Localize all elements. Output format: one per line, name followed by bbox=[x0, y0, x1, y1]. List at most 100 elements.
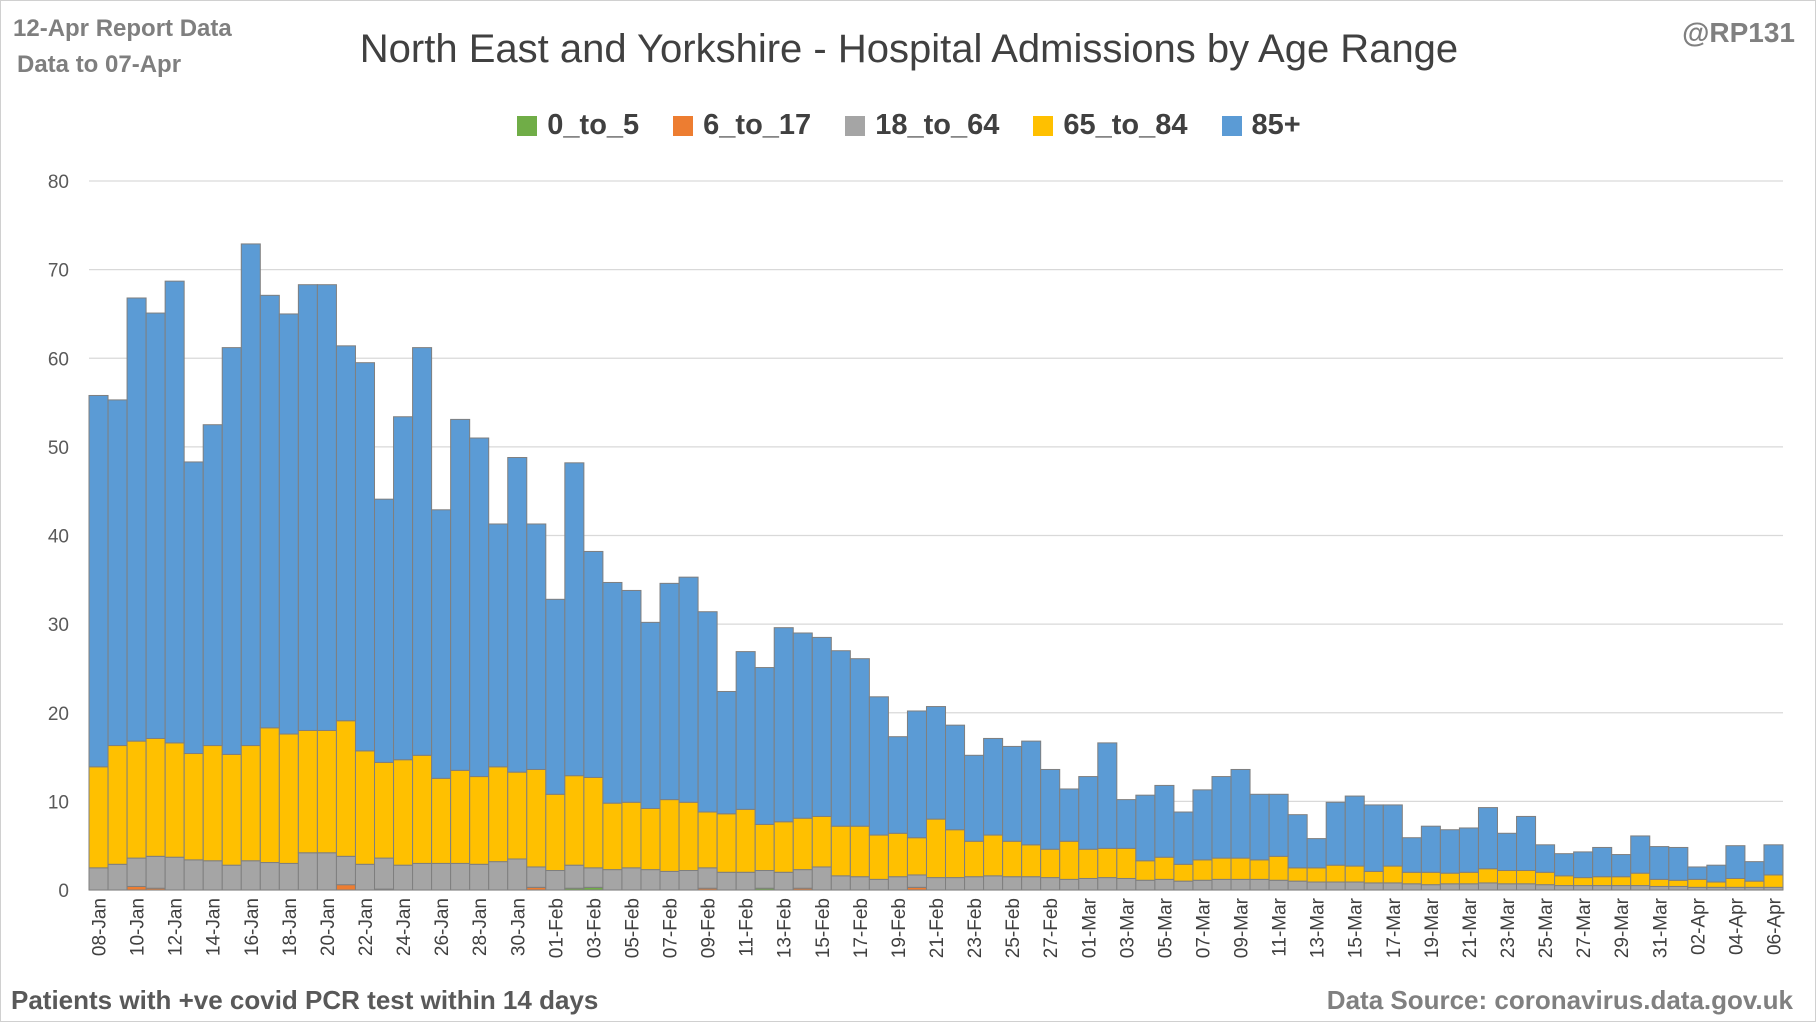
bar-segment-65-to-84 bbox=[716, 813, 737, 873]
bar-segment-85-plus bbox=[1078, 776, 1099, 850]
x-tick-label: 24-Jan bbox=[394, 898, 415, 956]
legend-item-0-to-5: 0_to_5 bbox=[517, 109, 639, 142]
x-tick-label: 30-Jan bbox=[508, 898, 529, 956]
x-tick-label: 14-Jan bbox=[204, 898, 225, 956]
bar-segment-85-plus bbox=[1192, 789, 1213, 861]
bar-segment-18-to-64 bbox=[1401, 883, 1422, 891]
bar-segment-65-to-84 bbox=[1668, 879, 1689, 887]
bar-segment-85-plus bbox=[1325, 801, 1346, 866]
bar-segment-65-to-84 bbox=[1344, 865, 1365, 883]
bar-segment-18-to-64 bbox=[1306, 881, 1327, 891]
bar-segment-65-to-84 bbox=[126, 740, 147, 859]
bar-segment-65-to-84 bbox=[887, 832, 908, 878]
bar-segment-85-plus bbox=[983, 737, 1004, 836]
x-tick-label: 13-Mar bbox=[1308, 897, 1329, 958]
bar-segment-65-to-84 bbox=[1078, 848, 1099, 879]
bar-segment-18-to-64 bbox=[316, 852, 337, 891]
bar-segment-85-plus bbox=[964, 754, 985, 842]
x-tick-label: 25-Mar bbox=[1536, 897, 1557, 958]
bar-segment-18-to-64 bbox=[335, 855, 356, 886]
bar-segment-18-to-64 bbox=[526, 866, 547, 888]
bar-segment-65-to-84 bbox=[697, 811, 718, 869]
x-tick-label: 07-Feb bbox=[661, 898, 682, 958]
x-tick-label: 23-Feb bbox=[965, 898, 986, 958]
bar-segment-65-to-84 bbox=[925, 818, 947, 879]
bar-segment-18-to-64 bbox=[849, 876, 870, 891]
y-tick-label: 80 bbox=[48, 172, 69, 193]
bar-segment-85-plus bbox=[1592, 846, 1613, 878]
bar-segment-18-to-64 bbox=[202, 860, 223, 891]
bar-segment-85-plus bbox=[545, 598, 566, 795]
bar-segment-18-to-64 bbox=[488, 861, 509, 891]
bar-segment-65-to-84 bbox=[1021, 844, 1042, 878]
bar-segment-65-to-84 bbox=[1458, 871, 1479, 885]
bar-segment-18-to-64 bbox=[126, 857, 147, 887]
bar-segment-18-to-64 bbox=[1439, 883, 1460, 891]
bar-segment-18-to-64 bbox=[1382, 882, 1403, 891]
bar-segment-65-to-84 bbox=[1573, 877, 1594, 887]
bar-segment-65-to-84 bbox=[412, 754, 433, 864]
bar-segment-18-to-64 bbox=[240, 860, 261, 891]
x-tick-label: 20-Jan bbox=[318, 898, 339, 956]
bar-segment-85-plus bbox=[1249, 793, 1270, 861]
bar-segment-65-to-84 bbox=[906, 837, 927, 876]
bar-segment-18-to-64 bbox=[925, 877, 947, 891]
bar-segment-65-to-84 bbox=[1744, 880, 1765, 888]
bar-segment-85-plus bbox=[1211, 776, 1232, 859]
x-tick-label: 01-Feb bbox=[546, 898, 567, 958]
bar-segment-65-to-84 bbox=[335, 720, 356, 857]
legend-label-85-plus: 85+ bbox=[1251, 109, 1301, 141]
bar-segment-85-plus bbox=[1097, 742, 1118, 849]
bar-segment-65-to-84 bbox=[221, 753, 242, 866]
x-tick-label: 17-Feb bbox=[851, 898, 872, 958]
legend-label-18-to-64: 18_to_64 bbox=[875, 109, 1000, 141]
bar-segment-85-plus bbox=[1458, 827, 1479, 873]
bar-segment-65-to-84 bbox=[1287, 867, 1308, 882]
bar-segment-85-plus bbox=[1230, 768, 1251, 859]
bar-segment-65-to-84 bbox=[507, 771, 528, 860]
bar-segment-85-plus bbox=[621, 589, 642, 803]
bar-segment-18-to-64 bbox=[1363, 882, 1384, 891]
bar-segment-18-to-64 bbox=[735, 871, 756, 891]
x-tick-label: 15-Mar bbox=[1346, 897, 1367, 958]
bar-segment-85-plus bbox=[240, 243, 261, 747]
bar-segment-18-to-64 bbox=[1154, 878, 1175, 891]
bar-segment-65-to-84 bbox=[1382, 865, 1403, 884]
bar-segment-85-plus bbox=[469, 437, 490, 778]
x-tick-label: 12-Jan bbox=[166, 898, 187, 956]
bar-segment-18-to-64 bbox=[1173, 880, 1194, 891]
bar-segment-85-plus bbox=[1725, 845, 1746, 879]
y-tick-label: 40 bbox=[48, 527, 69, 548]
bar-segment-85-plus bbox=[1535, 844, 1556, 873]
bar-segment-18-to-64 bbox=[1420, 884, 1441, 891]
bar-segment-18-to-64 bbox=[1192, 879, 1213, 891]
bar-segment-18-to-64 bbox=[88, 867, 109, 891]
bar-segment-18-to-64 bbox=[1649, 885, 1670, 891]
bar-segment-65-to-84 bbox=[1230, 857, 1251, 880]
bar-segment-85-plus bbox=[697, 611, 718, 813]
bar-segment-18-to-64 bbox=[393, 864, 414, 891]
x-tick-label: 07-Mar bbox=[1193, 897, 1214, 958]
x-tick-label: 02-Apr bbox=[1688, 897, 1709, 955]
bar-segment-65-to-84 bbox=[374, 761, 395, 859]
bar-segment-85-plus bbox=[507, 457, 528, 773]
bar-segment-85-plus bbox=[1744, 861, 1765, 882]
bar-segment-85-plus bbox=[1554, 853, 1575, 877]
legend-item-6-to-17: 6_to_17 bbox=[673, 109, 811, 142]
bar-segment-65-to-84 bbox=[1268, 855, 1289, 881]
bars-layer bbox=[88, 243, 1784, 891]
bar-segment-65-to-84 bbox=[469, 776, 490, 865]
bar-segment-6-to-17 bbox=[126, 885, 147, 891]
bar-segment-65-to-84 bbox=[1496, 870, 1518, 885]
bar-segment-18-to-64 bbox=[602, 869, 623, 891]
bar-segment-65-to-84 bbox=[1687, 878, 1708, 888]
bar-segment-65-to-84 bbox=[316, 729, 337, 854]
bar-segment-18-to-64 bbox=[1535, 884, 1556, 891]
bar-segment-65-to-84 bbox=[145, 737, 166, 857]
x-tick-label: 09-Feb bbox=[699, 898, 720, 958]
bar-segment-85-plus bbox=[393, 416, 414, 761]
x-tick-label: 03-Mar bbox=[1117, 897, 1138, 958]
bar-segment-18-to-64 bbox=[564, 864, 585, 889]
bar-segment-18-to-64 bbox=[431, 862, 452, 891]
bar-segment-18-to-64 bbox=[450, 862, 471, 891]
